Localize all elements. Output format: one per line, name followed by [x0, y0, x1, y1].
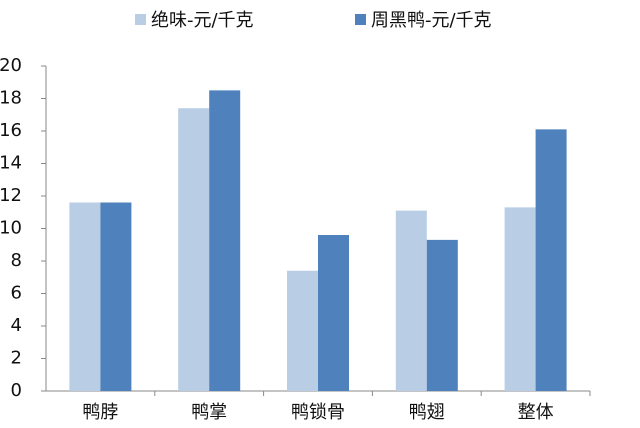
- x-tick-label: 鸭翅: [409, 402, 445, 423]
- y-tick-label: 16: [0, 120, 22, 141]
- y-tick-label: 12: [0, 185, 22, 206]
- y-tick-label: 14: [0, 153, 22, 174]
- y-tick-label: 20: [0, 55, 22, 76]
- x-tick-label: 鸭脖: [82, 402, 118, 423]
- bar: [395, 210, 427, 391]
- y-tick-label: 0: [11, 380, 22, 401]
- y-tick-label: 4: [11, 315, 22, 336]
- x-tick-label: 鸭掌: [191, 402, 227, 423]
- bar: [426, 239, 458, 391]
- x-tick-label: 鸭锁骨: [291, 402, 345, 423]
- bar: [504, 207, 536, 391]
- legend-label: 周黑鸭-元/千克: [371, 10, 492, 31]
- bar: [535, 129, 567, 391]
- y-tick-label: 2: [11, 348, 22, 369]
- y-tick-label: 6: [11, 283, 22, 304]
- bar: [178, 108, 210, 391]
- y-tick-label: 10: [0, 218, 22, 239]
- y-tick-label: 18: [0, 88, 22, 109]
- legend-swatch: [355, 14, 366, 25]
- bar: [209, 90, 241, 391]
- bar: [287, 270, 318, 391]
- bar: [318, 235, 349, 391]
- y-tick-label: 8: [11, 250, 22, 271]
- bar: [69, 202, 101, 391]
- legend-label: 绝味-元/千克: [151, 10, 254, 31]
- legend-swatch: [135, 14, 146, 25]
- bar: [100, 202, 132, 391]
- x-tick-label: 整体: [518, 402, 554, 423]
